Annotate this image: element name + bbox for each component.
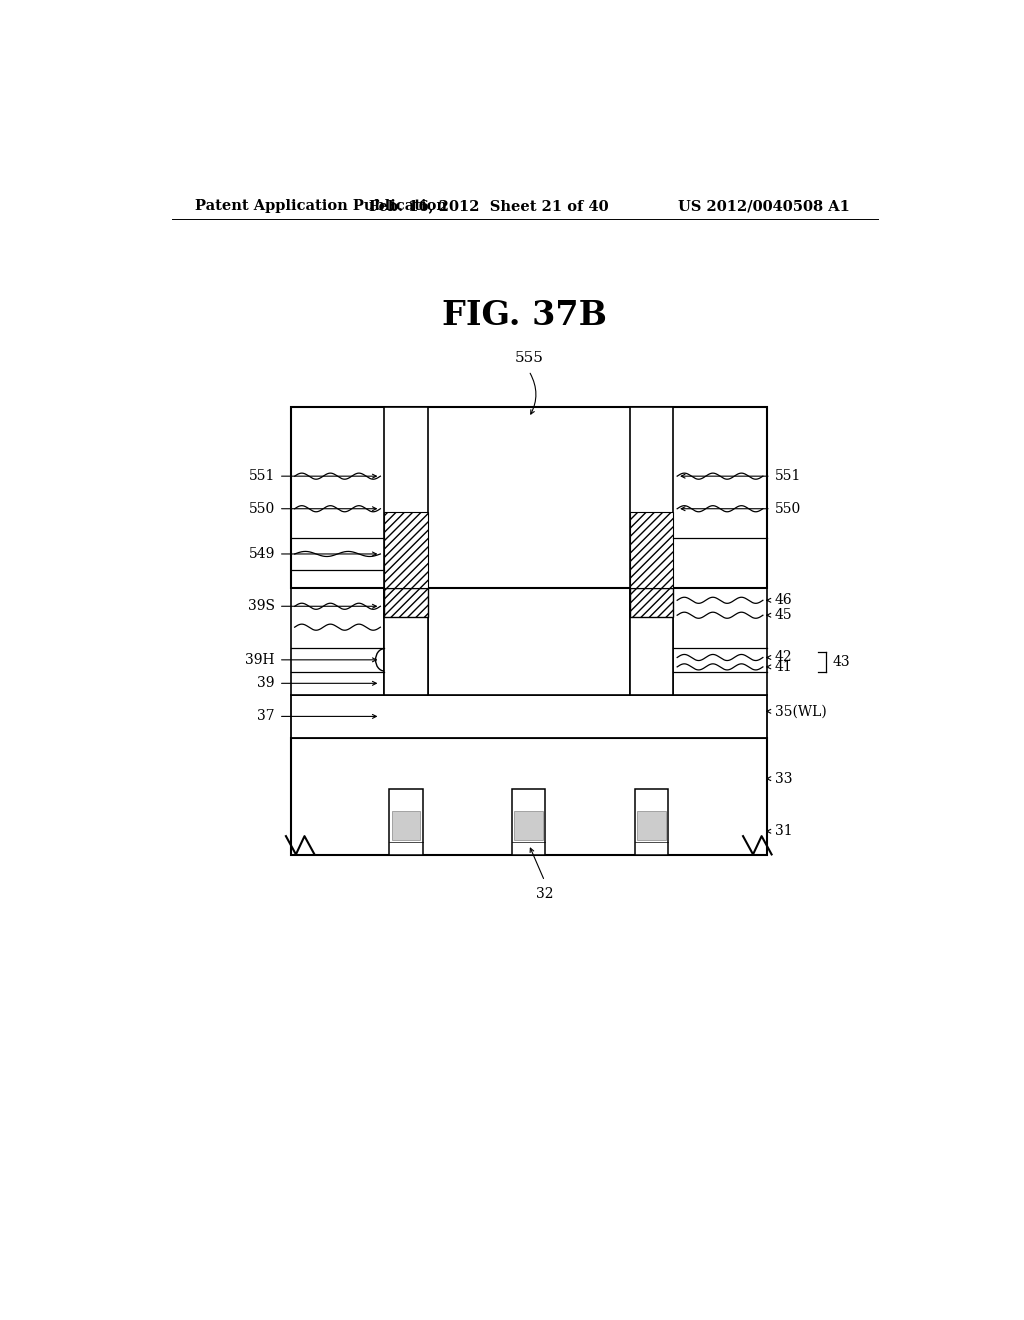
Text: 550: 550 [775, 502, 801, 516]
Bar [384, 589, 428, 616]
Text: 31: 31 [775, 824, 793, 838]
Text: 33: 33 [775, 772, 793, 785]
Text: 555: 555 [514, 351, 543, 364]
Text: 35(WL): 35(WL) [775, 705, 826, 718]
Bar [673, 589, 767, 696]
Bar [384, 512, 428, 589]
Text: US 2012/0040508 A1: US 2012/0040508 A1 [678, 199, 850, 213]
Text: 551: 551 [775, 469, 801, 483]
Bar [630, 512, 673, 589]
Text: Patent Application Publication: Patent Application Publication [196, 199, 447, 213]
Bar [291, 696, 767, 738]
Text: 39: 39 [257, 676, 274, 690]
Bar [630, 589, 673, 616]
Bar [635, 788, 668, 854]
Text: 42: 42 [775, 651, 793, 664]
Text: 45: 45 [775, 609, 793, 622]
Bar [630, 408, 673, 589]
Text: 550: 550 [249, 502, 274, 516]
Text: 32: 32 [536, 887, 553, 902]
Bar [512, 788, 546, 854]
Text: 551: 551 [249, 469, 274, 483]
Bar [384, 589, 428, 696]
Text: Feb. 16, 2012  Sheet 21 of 40: Feb. 16, 2012 Sheet 21 of 40 [370, 199, 609, 213]
Text: 549: 549 [249, 546, 274, 561]
Bar [392, 810, 421, 841]
Bar [389, 788, 423, 854]
Bar [291, 589, 384, 696]
Bar [428, 589, 630, 696]
Text: 41: 41 [775, 660, 793, 675]
Bar [291, 408, 767, 589]
Text: 39S: 39S [248, 599, 274, 614]
Text: 46: 46 [775, 593, 793, 607]
Bar [630, 589, 673, 696]
Text: 43: 43 [833, 655, 850, 669]
Bar [637, 810, 666, 841]
Bar [384, 408, 428, 589]
Text: 37: 37 [257, 709, 274, 723]
Bar [291, 738, 767, 854]
Text: 39H: 39H [246, 653, 274, 667]
Text: FIG. 37B: FIG. 37B [442, 300, 607, 333]
Bar [514, 810, 543, 841]
